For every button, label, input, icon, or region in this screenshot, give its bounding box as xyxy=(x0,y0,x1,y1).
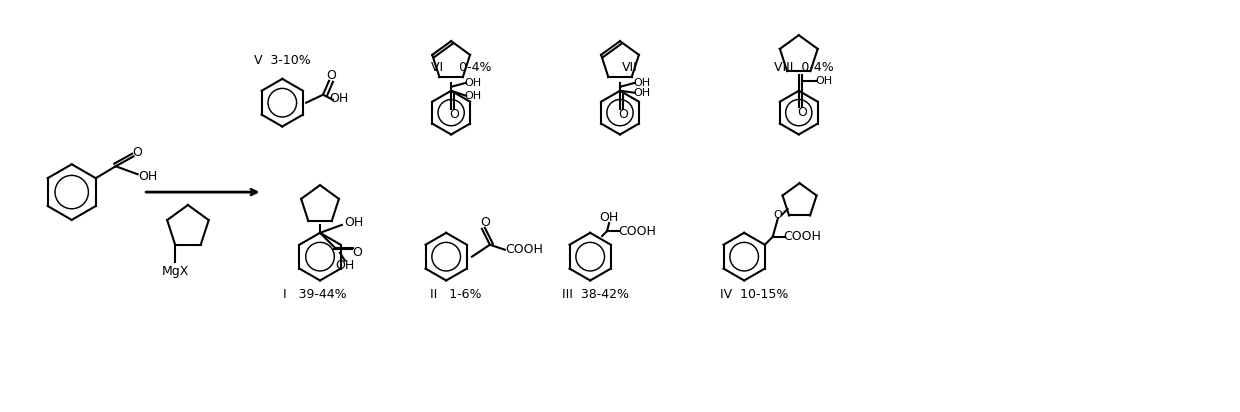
Text: OH: OH xyxy=(465,91,481,101)
Text: III  38-42%: III 38-42% xyxy=(562,288,629,301)
Text: VII: VII xyxy=(622,61,637,75)
Text: IV  10-15%: IV 10-15% xyxy=(720,288,789,301)
Text: I   39-44%: I 39-44% xyxy=(283,288,347,301)
Text: O: O xyxy=(774,210,782,220)
Text: OH: OH xyxy=(815,76,832,86)
Text: VIII  0-4%: VIII 0-4% xyxy=(774,61,833,75)
Text: O: O xyxy=(618,108,627,121)
Text: OH: OH xyxy=(634,78,651,88)
Text: COOH: COOH xyxy=(506,243,543,256)
Text: MgX: MgX xyxy=(161,265,188,278)
Text: O: O xyxy=(449,108,459,121)
Text: O: O xyxy=(797,106,807,119)
Text: O: O xyxy=(326,69,336,82)
Text: OH: OH xyxy=(345,216,363,229)
Text: OH: OH xyxy=(599,211,619,224)
Text: O: O xyxy=(133,146,143,159)
Text: COOH: COOH xyxy=(784,230,821,243)
Text: COOH: COOH xyxy=(618,225,656,238)
Text: V  3-10%: V 3-10% xyxy=(254,54,311,68)
Text: OH: OH xyxy=(465,78,481,88)
Text: O: O xyxy=(352,246,362,259)
Text: OH: OH xyxy=(634,88,651,98)
Text: O: O xyxy=(480,216,490,229)
Text: OH: OH xyxy=(335,259,355,272)
Text: OH: OH xyxy=(330,92,348,105)
Text: VI    0-4%: VI 0-4% xyxy=(430,61,491,75)
Text: II   1-6%: II 1-6% xyxy=(430,288,482,301)
Text: OH: OH xyxy=(138,170,157,183)
